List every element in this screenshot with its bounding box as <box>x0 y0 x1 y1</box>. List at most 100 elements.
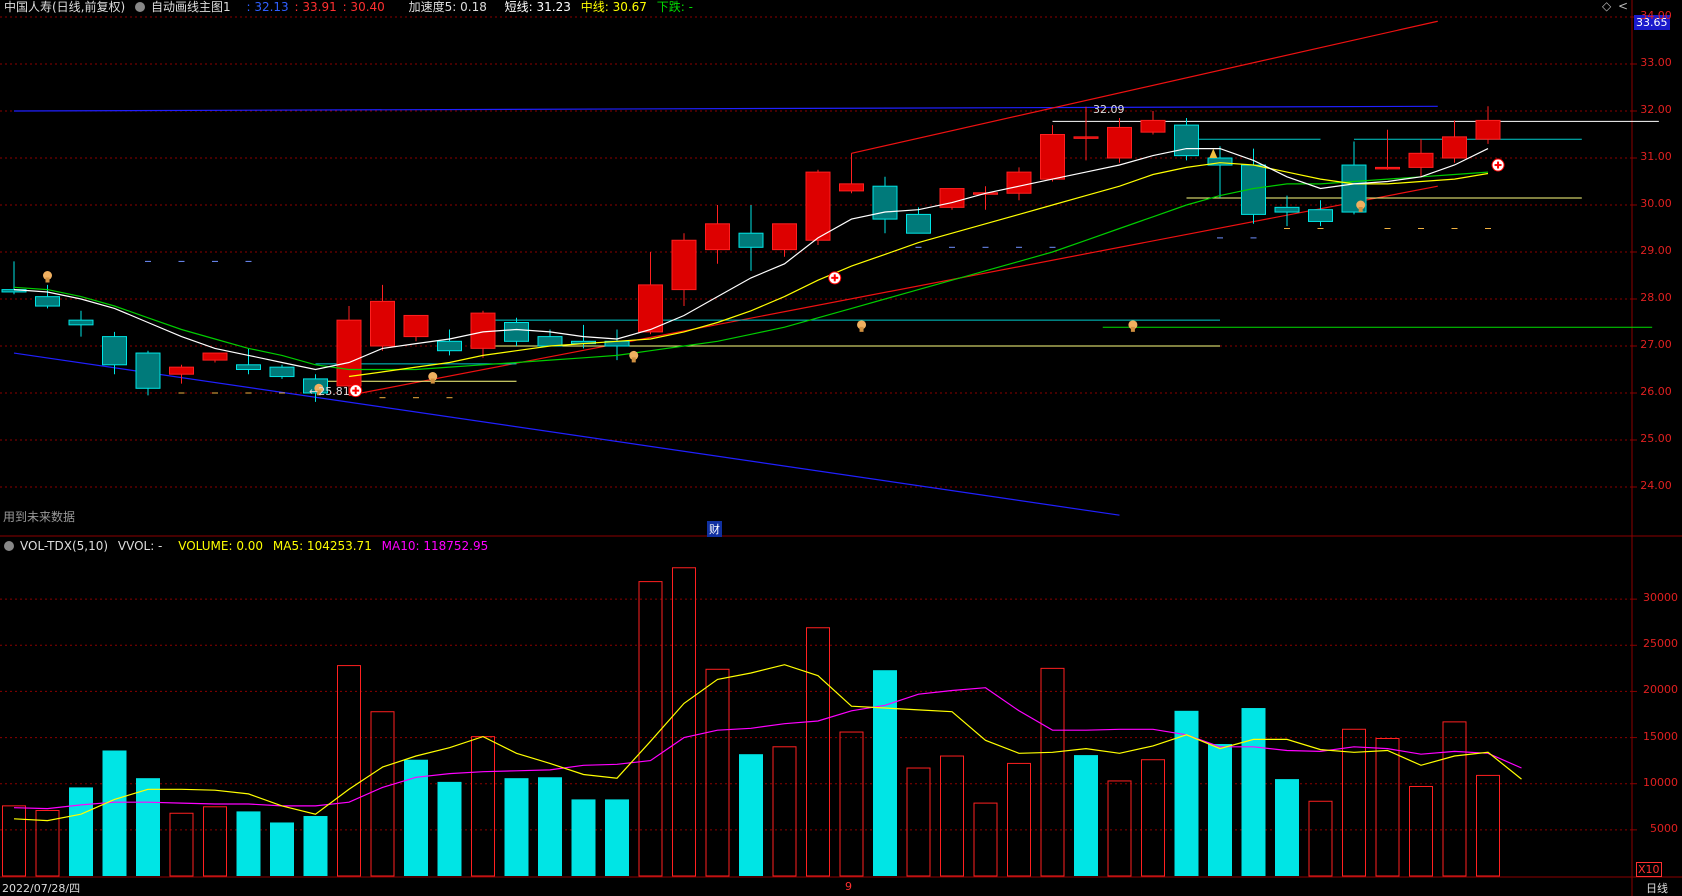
volume-header: VOL-TDX(5,10) VVOL: - VOLUME: 0.00 MA5: … <box>4 538 494 554</box>
volume-bar-up <box>1040 667 1065 877</box>
candle-body <box>805 171 831 241</box>
volume-bar-up <box>1476 774 1500 877</box>
price-tick-label: 29.00 <box>1640 244 1672 257</box>
candle-body <box>1408 152 1434 168</box>
volume-bar-up <box>1007 762 1031 877</box>
finance-marker[interactable]: 财 <box>707 521 722 537</box>
volume-bar-up <box>1141 759 1165 877</box>
candle-body <box>504 322 529 342</box>
hand-pointer-icon <box>629 350 639 360</box>
volume-bar-up <box>1375 737 1400 877</box>
trend-lines <box>13 20 1659 516</box>
volume-bar-up <box>1342 728 1366 877</box>
indicator-value-3: : 30.40 <box>342 0 385 14</box>
volume-bar-up <box>772 746 797 877</box>
candle-body <box>1207 157 1233 166</box>
volume-bar-up <box>2 805 26 877</box>
volume-bar-up <box>940 755 964 877</box>
month-label: 9 <box>845 880 852 893</box>
price-tick-label: 25.00 <box>1640 432 1672 445</box>
candle-body <box>169 366 194 375</box>
volume-bar-up <box>337 665 361 877</box>
volume-bar-down <box>270 822 294 876</box>
volume-ma10-line <box>13 687 1522 810</box>
volume-bar-down <box>1208 744 1232 876</box>
candle-body <box>1073 136 1099 139</box>
volume-bar-down <box>873 670 897 876</box>
candle-body <box>370 300 395 347</box>
volume-ma5-value: MA5: 104253.71 <box>272 539 372 553</box>
indicator-value-2: : 33.91 <box>294 0 337 14</box>
volume-bar-down <box>1275 779 1299 876</box>
volume-bar-down <box>504 778 529 876</box>
candle-body <box>738 232 764 248</box>
volume-bar-up <box>471 736 495 877</box>
price-tick-label: 28.00 <box>1640 291 1672 304</box>
stock-title[interactable]: 中国人寿(日线,前复权) <box>4 0 126 14</box>
hand-pointer-icon <box>1356 200 1366 210</box>
hand-pointer-icon-cuff <box>1130 326 1135 332</box>
candle-body <box>705 223 730 251</box>
volume-bar-up <box>1442 721 1467 877</box>
candle-body <box>1308 209 1333 222</box>
ma-long-line <box>13 171 1489 371</box>
date-label: 2022/07/28/四 <box>2 882 81 895</box>
price-tick-label: 32.00 <box>1640 103 1672 116</box>
hand-pointer-icon-cuff <box>1358 207 1363 212</box>
hand-pointer-icon-cuff <box>859 326 864 332</box>
candle-body <box>939 188 965 208</box>
volume-bar-down <box>571 799 596 876</box>
down-trend-blue-line <box>13 352 1120 516</box>
volume-indicator-name[interactable]: VOL-TDX(5,10) <box>20 539 109 553</box>
candle-body <box>236 364 261 370</box>
price-tick-label: 34.00 <box>1640 9 1672 22</box>
volume-bar-down <box>1241 708 1266 876</box>
volume-bar-up <box>806 627 830 877</box>
volume-bar-up <box>1107 780 1132 877</box>
mid-line-value: 中线: 30.67 <box>580 0 647 14</box>
current-price-tag: 33.65 <box>1634 15 1670 30</box>
candle-body <box>1040 134 1065 180</box>
diamond-icon[interactable]: ◇ <box>1602 0 1612 13</box>
candle-body <box>403 314 429 338</box>
candle-body <box>1140 119 1166 133</box>
hand-pointer-icon-cuff <box>430 378 435 384</box>
candle-body <box>1442 136 1467 159</box>
candle-body <box>1107 126 1132 159</box>
volume-bar-down <box>1074 755 1098 876</box>
short-line-value: 短线: 31.23 <box>504 0 571 14</box>
hand-pointer-icon-cuff <box>45 277 50 283</box>
indicator-name-text: 自动画线主图1 <box>151 0 231 14</box>
candle-body <box>839 183 864 192</box>
volume-tick-label: 25000 <box>1643 637 1678 651</box>
candle-body <box>437 340 462 352</box>
indicator-name[interactable]: 自动画线主图1 <box>135 0 237 14</box>
candle-body <box>906 213 931 234</box>
period-label[interactable]: 日线 <box>1646 882 1668 895</box>
price-tick-label: 33.00 <box>1640 56 1672 69</box>
acceleration-value: 加速度5: 0.18 <box>408 0 487 14</box>
candle-body <box>135 352 161 389</box>
candle-body <box>35 296 60 307</box>
lower-up-trend-red-line <box>348 185 1438 396</box>
volume-toggle-icon[interactable] <box>4 541 14 551</box>
volume-ma-lines <box>13 664 1522 822</box>
chevron-left-icon[interactable]: < <box>1618 0 1629 13</box>
volume-ma5-line <box>13 664 1522 822</box>
candle-body <box>537 336 563 347</box>
volume-bar-up <box>169 812 194 877</box>
candle-body <box>1274 206 1300 213</box>
moving-average-lines <box>13 148 1489 378</box>
candle-body <box>1174 124 1199 157</box>
candle-body <box>68 319 94 326</box>
volume-tick-label: 15000 <box>1643 729 1678 743</box>
volume-tick-label: 20000 <box>1643 683 1678 697</box>
candle-body <box>1475 119 1501 140</box>
volume-bar-up <box>35 809 60 877</box>
indicator-toggle-icon[interactable] <box>135 2 146 12</box>
volume-bar-down <box>102 750 127 876</box>
volume-bar-up <box>203 806 227 877</box>
volume-bar-down <box>236 811 261 876</box>
